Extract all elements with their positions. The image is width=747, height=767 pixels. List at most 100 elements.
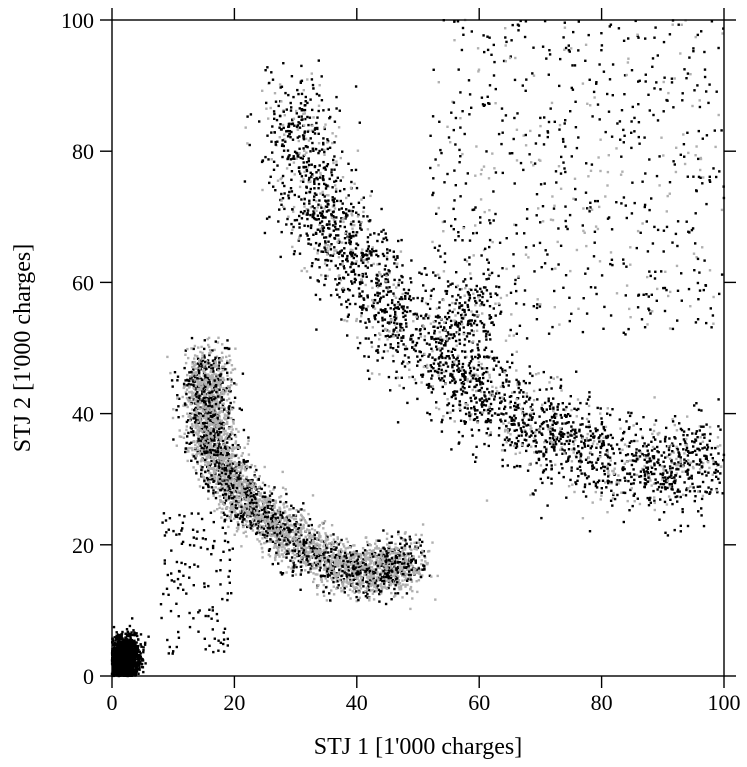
data-point (352, 585, 355, 588)
data-point (355, 595, 358, 599)
data-point (259, 517, 262, 521)
data-point (408, 570, 411, 573)
data-point (374, 568, 378, 571)
data-point (124, 632, 127, 635)
data-point (283, 506, 286, 509)
data-point (319, 535, 322, 538)
data-point (270, 514, 273, 518)
data-point (261, 497, 264, 500)
data-point (121, 630, 124, 634)
data-point (235, 478, 239, 481)
data-point (200, 383, 204, 387)
data-point (281, 486, 285, 489)
data-point (332, 585, 335, 588)
data-point (351, 571, 354, 575)
data-point (246, 525, 249, 529)
data-point (293, 553, 296, 557)
data-point (112, 662, 115, 665)
data-point (222, 474, 225, 477)
data-point (420, 551, 423, 554)
data-point (316, 560, 319, 563)
data-point (237, 487, 240, 490)
data-point (339, 587, 343, 590)
data-point (234, 440, 238, 443)
data-point (221, 448, 224, 451)
data-point (220, 391, 223, 394)
data-point (386, 543, 389, 546)
data-point (386, 564, 389, 568)
data-point (212, 410, 215, 413)
data-point (216, 381, 219, 384)
data-point (217, 407, 221, 410)
data-point (297, 530, 300, 534)
data-point (299, 559, 302, 562)
data-point (261, 504, 265, 508)
data-point (140, 663, 143, 666)
data-point (329, 569, 332, 572)
data-point (329, 534, 332, 537)
data-point (214, 411, 218, 414)
data-point (401, 554, 404, 558)
data-point (391, 552, 394, 555)
data-point (125, 645, 128, 648)
data-point (407, 559, 410, 563)
data-point (116, 653, 119, 656)
data-point (118, 655, 121, 659)
data-point (188, 379, 191, 383)
data-point (383, 566, 386, 570)
data-point (127, 660, 131, 663)
data-point (348, 577, 352, 581)
data-point (251, 483, 254, 486)
data-point (291, 551, 294, 555)
data-point (399, 586, 403, 590)
data-point (246, 506, 249, 509)
data-point (285, 541, 288, 544)
data-point (413, 541, 416, 544)
data-point (126, 630, 130, 634)
data-point (226, 462, 230, 465)
data-point (134, 664, 137, 668)
data-point (190, 336, 194, 340)
data-point (274, 540, 277, 544)
data-point (203, 368, 207, 371)
data-point (311, 527, 314, 531)
data-point (300, 560, 304, 563)
data-point (216, 430, 219, 433)
data-point (189, 416, 193, 419)
data-point (224, 482, 228, 486)
data-point (358, 596, 361, 599)
data-point (225, 518, 228, 521)
data-point (362, 563, 365, 566)
data-point (365, 550, 369, 553)
data-point (229, 390, 232, 393)
data-point (295, 509, 298, 512)
data-point (219, 495, 222, 498)
data-point (299, 523, 302, 526)
data-point (327, 558, 330, 562)
data-point (345, 537, 348, 541)
data-point (124, 642, 127, 645)
data-point (331, 557, 334, 560)
data-point (219, 474, 222, 478)
data-point (298, 544, 301, 547)
data-point (132, 629, 135, 632)
data-point (371, 580, 374, 583)
data-point (200, 392, 204, 396)
data-point (346, 546, 349, 550)
data-point (206, 479, 210, 482)
data-point (210, 367, 213, 370)
data-point (187, 415, 190, 418)
data-point (279, 525, 283, 529)
data-point (222, 402, 225, 405)
data-point (272, 534, 275, 537)
data-point (224, 422, 227, 425)
data-point (203, 450, 206, 453)
data-point (208, 349, 212, 352)
data-point (196, 445, 199, 449)
data-point (263, 491, 266, 494)
data-point (345, 572, 348, 576)
data-point (129, 663, 132, 666)
data-point (285, 552, 288, 556)
data-point (204, 372, 207, 375)
data-point (278, 555, 281, 558)
